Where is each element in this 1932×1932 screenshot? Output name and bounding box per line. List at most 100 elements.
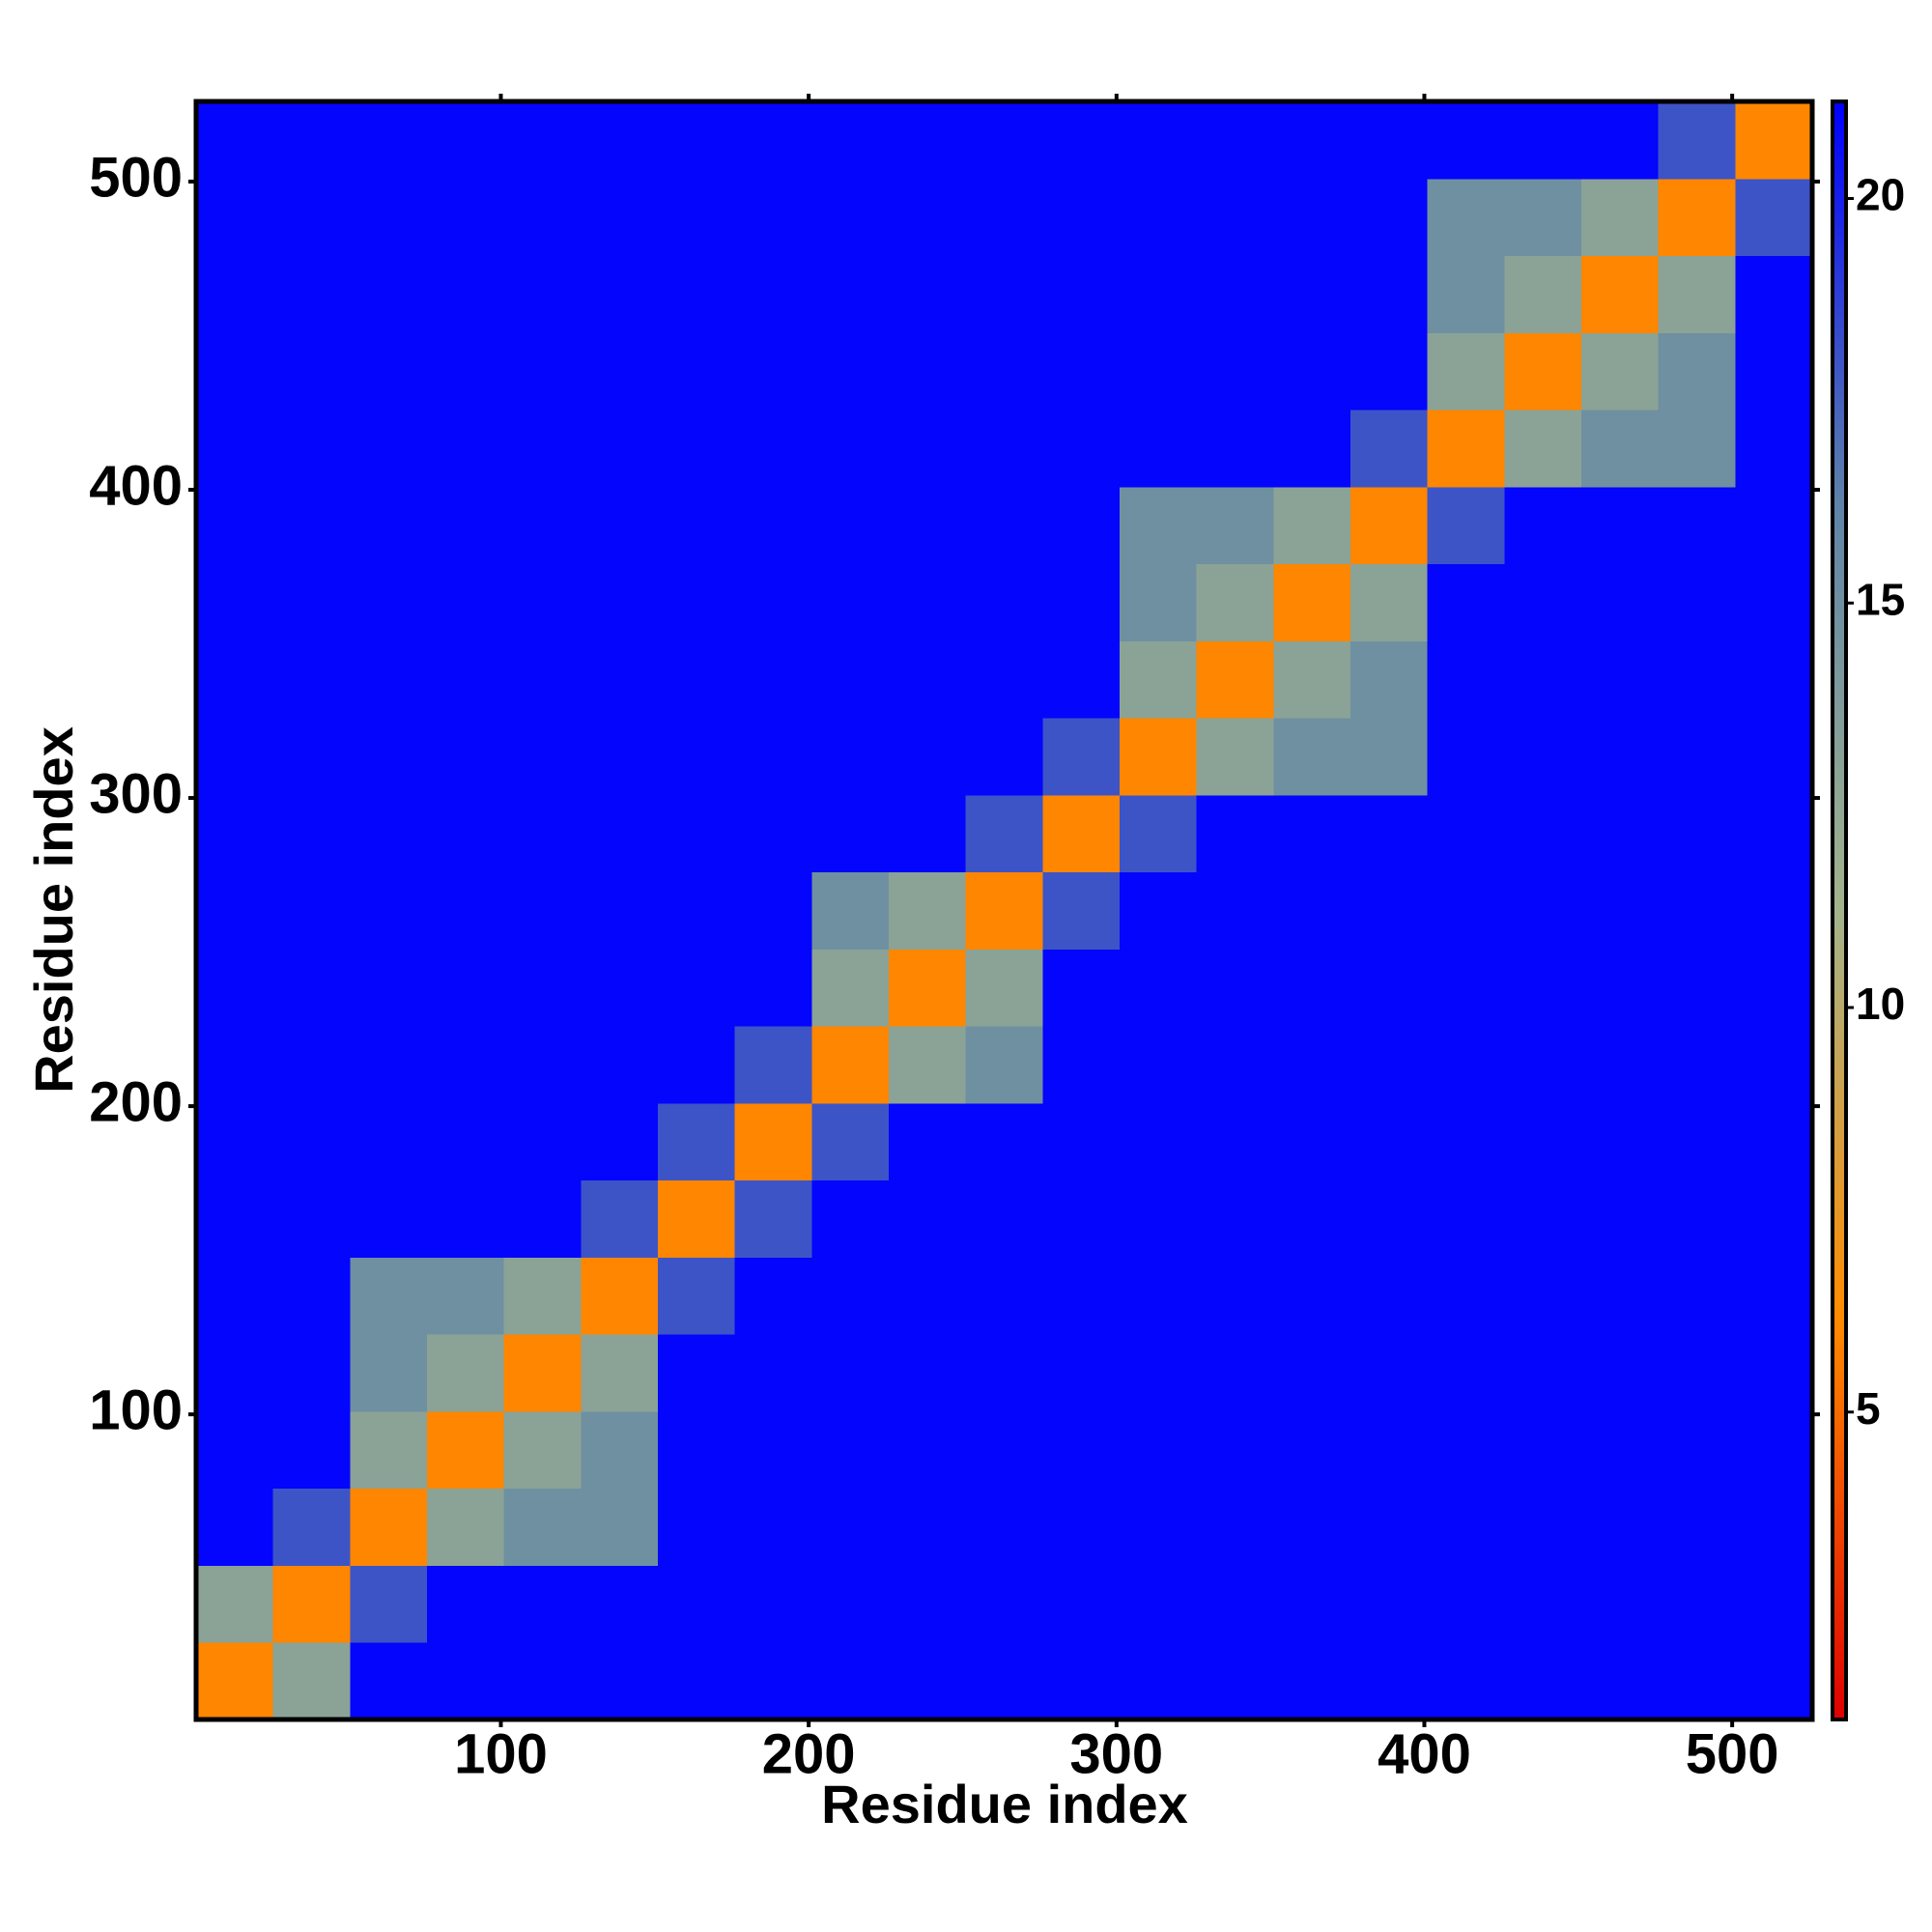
heatmap-cell [1658,640,1736,719]
heatmap-cell [272,255,351,333]
heatmap-cell [1658,101,1736,180]
heatmap-cell [1581,871,1660,950]
heatmap-cell [1350,949,1429,1027]
heatmap-cell [1735,1179,1813,1258]
heatmap-cell [734,1334,812,1412]
y-tick-label: 200 [89,1070,183,1133]
heatmap-cell [1042,1642,1121,1720]
heatmap-cell [1120,1334,1198,1412]
heatmap-cell [1196,178,1274,257]
heatmap-cell [734,332,812,411]
x-tick-label: 500 [1686,1722,1779,1785]
heatmap-cell [196,640,274,719]
y-tick-label: 400 [89,454,183,517]
heatmap-cell [1273,332,1351,411]
heatmap-cell [1350,1565,1429,1643]
heatmap-cell [350,101,428,180]
heatmap-cell [734,410,812,488]
heatmap-cell [734,101,812,180]
heatmap-cell [1735,1642,1813,1720]
heatmap-cell [1735,486,1813,565]
heatmap-cell [1350,1257,1429,1335]
heatmap-cell [1120,1565,1198,1643]
heatmap-cell [965,794,1043,873]
heatmap-cell [350,871,428,950]
heatmap-cell [1273,410,1351,488]
heatmap-cell [272,332,351,411]
heatmap-cell [1196,1026,1274,1104]
heatmap-cell [272,1410,351,1490]
heatmap-cell [811,563,890,641]
heatmap-cell [196,178,274,257]
heatmap-cell [1427,410,1505,488]
heatmap-cell [503,101,582,180]
heatmap-cell [1427,1102,1505,1181]
heatmap-cell [965,1102,1043,1181]
heatmap-cell [1581,1102,1660,1181]
heatmap-cell [581,794,659,873]
heatmap-cell [965,1410,1043,1490]
heatmap-cell [1120,1488,1198,1566]
heatmap-cell [1042,640,1121,719]
heatmap-cell [350,486,428,565]
heatmap-cell [658,718,736,796]
heatmap-cell [1120,1642,1198,1720]
heatmap-cell [811,1565,890,1643]
heatmap-cell [1427,101,1505,180]
heatmap-cell [889,101,967,180]
heatmap-cell [889,255,967,333]
heatmap-cell [811,871,890,950]
heatmap-cell [1196,1410,1274,1490]
heatmap-cell [811,101,890,180]
heatmap-cell [503,178,582,257]
heatmap-cell [1042,332,1121,411]
heatmap-cell [427,178,505,257]
heatmap-cell [811,718,890,796]
heatmap-cell [350,794,428,873]
heatmap-cell [427,949,505,1027]
heatmap-cell [1658,1026,1736,1104]
heatmap-cell [1427,486,1505,565]
heatmap-cell [811,1257,890,1335]
heatmap-cell [1504,1179,1582,1258]
heatmap-cell [350,1334,428,1412]
heatmap-cell [1658,563,1736,641]
x-axis-label: Residue index [821,1774,1188,1834]
heatmap-cell [427,1102,505,1181]
heatmap-cell [965,718,1043,796]
heatmap-cell [581,332,659,411]
heatmap-cell [581,1026,659,1104]
heatmap-cell [272,486,351,565]
heatmap-cell [734,949,812,1027]
heatmap-cell [965,1257,1043,1335]
heatmap-cell [1658,1642,1736,1720]
heatmap-cell [581,563,659,641]
heatmap-cell [196,1565,274,1643]
heatmap-cell [272,1179,351,1258]
heatmap-cell [503,486,582,565]
heatmap-cell [1273,949,1351,1027]
heatmap-cell [1042,1102,1121,1181]
heatmap-cell [272,1102,351,1181]
heatmap-cell [427,1565,505,1643]
heatmap-cell [581,1334,659,1412]
heatmap-cell [1042,1565,1121,1643]
heatmap-cell [1273,1102,1351,1181]
heatmap-cell [1350,1026,1429,1104]
heatmap-cell [1042,794,1121,873]
heatmap-cell [734,718,812,796]
heatmap-cell [1581,1410,1660,1490]
heatmap-cell [350,1257,428,1335]
heatmap-cell [1042,1334,1121,1412]
heatmap-cell [1196,640,1274,719]
heatmap-cell [734,1026,812,1104]
heatmap-cell [965,1026,1043,1104]
heatmap-cell [1427,640,1505,719]
heatmap-cell [1350,794,1429,873]
heatmap-cell [503,410,582,488]
heatmap-cell [811,794,890,873]
heatmap-cell [1273,718,1351,796]
heatmap-cell [272,410,351,488]
heatmap-cell [350,1565,428,1643]
